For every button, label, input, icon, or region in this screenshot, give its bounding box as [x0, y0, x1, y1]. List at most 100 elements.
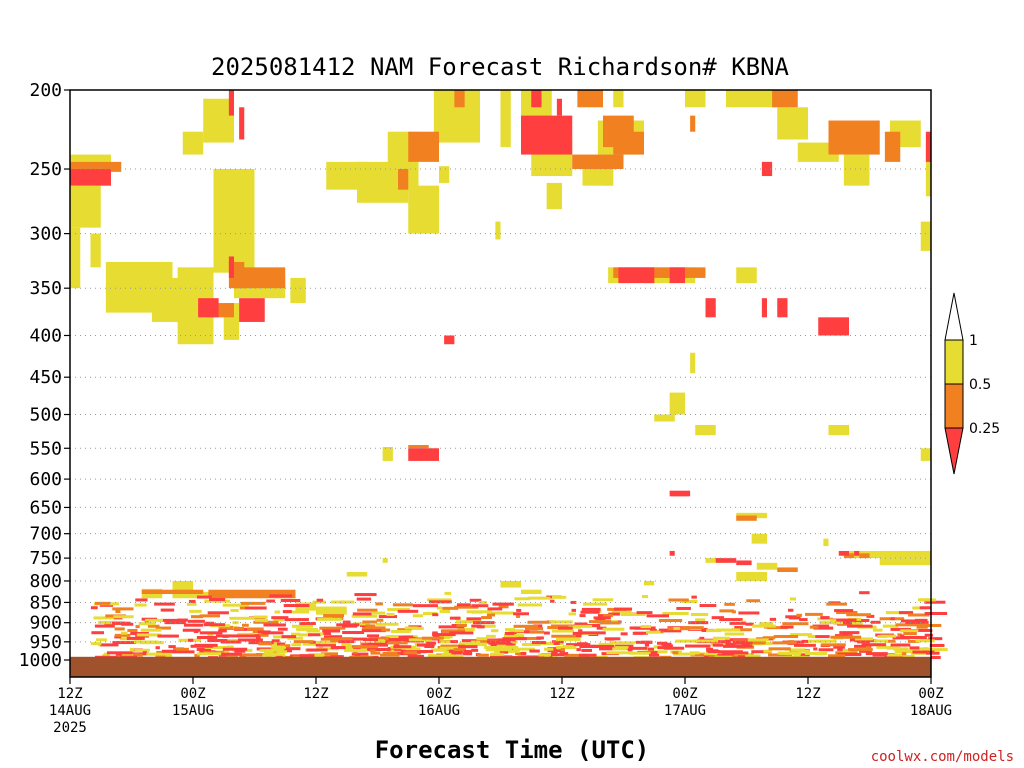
heatmap-cell-lowlevel — [376, 639, 385, 643]
heatmap-cell-lowlevel — [900, 619, 922, 623]
heatmap-cell-lowlevel — [207, 611, 229, 615]
heatmap-cell-lowlevel — [699, 604, 717, 608]
heatmap-cell-lowlevel — [912, 650, 935, 654]
heatmap-cell-lowlevel — [924, 600, 946, 604]
heatmap-cell-lowlevel — [763, 649, 773, 653]
colorbar-tick-label-1: 0.5 — [969, 377, 991, 393]
heatmap-cell-lowlevel — [876, 645, 893, 649]
heatmap-cell-lowlevel — [782, 622, 809, 626]
heatmap-cell-lowlevel — [729, 621, 747, 625]
heatmap-cell-lowlevel — [367, 647, 391, 651]
heatmap-cell-lowlevel — [641, 595, 648, 599]
heatmap-cell-lowlevel — [729, 651, 749, 655]
heatmap-cell-lowlevel — [356, 597, 372, 601]
heatmap-cell-lowlevel — [785, 615, 801, 619]
heatmap-cell-lowlevel — [598, 642, 614, 646]
heatmap-cell-lowlevel — [648, 653, 660, 657]
heatmap-cell-lowlevel — [854, 637, 873, 641]
heatmap-cell-c05_1 — [777, 107, 808, 140]
heatmap-cell-lowlevel — [430, 648, 450, 652]
heatmap-cell-lowlevel — [142, 651, 148, 655]
heatmap-cell-lowlevel — [299, 654, 315, 658]
heatmap-cell-c05_1 — [439, 166, 450, 183]
heatmap-cell-lowlevel — [818, 648, 834, 652]
credit-text[interactable]: coolwx.com/models — [871, 749, 1014, 765]
heatmap-cell-lowlevel — [767, 626, 789, 630]
heatmap-cell-c025_05 — [736, 515, 757, 521]
heatmap-cell-lowlevel — [220, 640, 242, 644]
heatmap-cell-c025_05 — [141, 589, 204, 595]
heatmap-cell-lowlevel — [572, 631, 583, 635]
heatmap-cell-lowlevel — [388, 638, 412, 642]
heatmap-cell-lowlevel — [296, 627, 318, 631]
x-tick-label-60-1: 17AUG — [664, 703, 706, 719]
heatmap-cell-lowlevel — [773, 635, 799, 639]
y-tick-label-300: 300 — [29, 224, 62, 245]
heatmap-cell-lowlevel — [614, 607, 633, 611]
heatmap-cell-lowlevel — [106, 651, 133, 655]
heatmap-cell-lowlevel — [293, 640, 314, 644]
heatmap-cell-lowlevel — [466, 617, 482, 621]
heatmap-cell-lowlevel — [169, 650, 195, 654]
heatmap-cell-c025_05 — [577, 90, 603, 108]
heatmap-cell-lowlevel — [366, 634, 380, 638]
heatmap-cell-lowlevel — [378, 615, 398, 619]
heatmap-cell-lowlevel — [603, 614, 613, 618]
heatmap-cell-lowlevel — [229, 616, 255, 620]
heatmap-cell-lowlevel — [668, 598, 689, 602]
heatmap-cell-lowlevel — [699, 636, 705, 640]
heatmap-cell-lowlevel — [352, 622, 371, 626]
heatmap-cell-lowlevel — [716, 653, 740, 657]
heatmap-cell-lowlevel — [486, 613, 495, 617]
x-tick-label-84-1: 18AUG — [910, 703, 952, 719]
heatmap-cell-c025_05 — [408, 445, 429, 449]
heatmap-cell-c025_05 — [408, 131, 439, 162]
heatmap-cell-lowlevel — [796, 613, 803, 617]
heatmap-cell-lowlevel — [455, 620, 482, 624]
heatmap-cell-lowlevel — [762, 636, 776, 640]
x-tick-label-12-0: 00Z — [180, 686, 205, 702]
heatmap-cell-lowlevel — [691, 595, 697, 599]
heatmap-cell-lowlevel — [351, 652, 369, 656]
heatmap-cell-lowlevel — [487, 640, 495, 644]
heatmap-cell-c05_1 — [613, 90, 624, 108]
heatmap-cell-lowlevel — [471, 604, 489, 608]
heatmap-cell-lowlevel — [636, 611, 653, 615]
heatmap-cell-lowlevel — [370, 651, 381, 655]
heatmap-cell-lowlevel — [672, 651, 679, 655]
heatmap-cell-lowlevel — [915, 647, 930, 651]
heatmap-cell-lowlevel — [691, 652, 718, 656]
heatmap-cell-lowlevel — [723, 644, 746, 648]
heatmap-cell-lowlevel — [279, 644, 291, 648]
heatmap-cell-lowlevel — [95, 601, 111, 605]
heatmap-cell-lowlevel — [777, 651, 801, 655]
heatmap-cell-lowlevel — [134, 603, 147, 607]
colorbar-under-triangle — [944, 427, 964, 475]
heatmap-cell-lowlevel — [563, 653, 587, 657]
heatmap-cell-c05_1 — [546, 182, 562, 210]
heatmap-cell-lowlevel — [354, 593, 377, 597]
heatmap-cell-lowlevel — [312, 600, 326, 604]
heatmap-cell-lowlevel — [725, 642, 736, 646]
heatmap-cell-lowlevel — [644, 643, 650, 647]
heatmap-cell-lowlevel — [583, 602, 608, 606]
heatmap-cell-lowlevel — [428, 600, 452, 604]
heatmap-cell-lowlevel — [647, 647, 655, 651]
heatmap-cell-lowlevel — [367, 642, 380, 646]
heatmap-cell-lowlevel — [690, 653, 705, 657]
heatmap-cell-lowlevel — [476, 625, 485, 629]
heatmap-cell-lowlevel — [886, 646, 901, 650]
pressure-gridlines — [70, 168, 931, 643]
heatmap-cell-lowlevel — [833, 645, 845, 649]
heatmap-cell-lowlevel — [884, 639, 896, 643]
heatmap-cell-lowlevel — [449, 631, 474, 635]
heatmap-cell-lt025 — [761, 298, 767, 318]
pressure-axis: 200 250 300 350 400 450 500 550 600 650 700 7508008… — [19, 80, 70, 671]
heatmap-cell-c025_05 — [70, 161, 122, 172]
heatmap-cell-lowlevel — [165, 655, 173, 659]
heatmap-cell-lowlevel — [386, 613, 395, 617]
heatmap-cell-lowlevel — [738, 611, 760, 615]
heatmap-cell-lowlevel — [94, 624, 115, 628]
heatmap-cell-lowlevel — [620, 612, 646, 616]
heatmap-cell-lowlevel — [91, 631, 105, 635]
